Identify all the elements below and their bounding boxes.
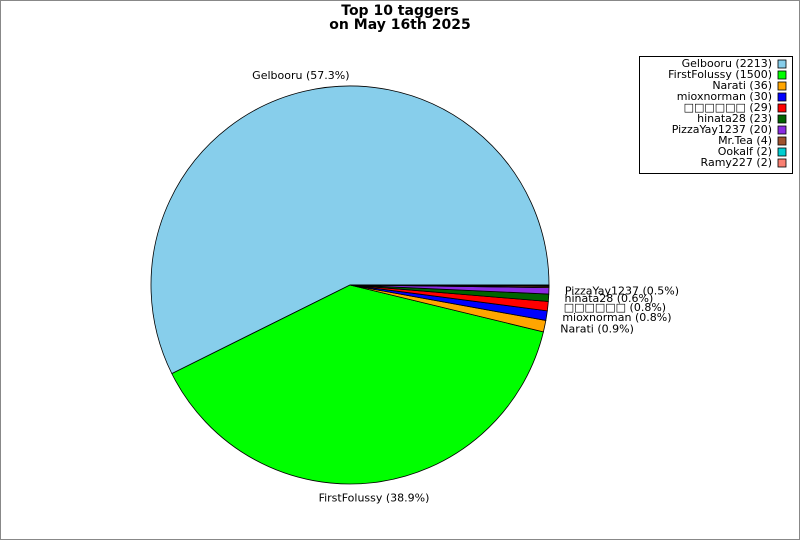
legend-label: hinata28 (23) <box>697 112 772 125</box>
legend-label: Gelbooru (2213) <box>682 57 772 70</box>
legend-swatch <box>777 114 787 124</box>
legend-swatch <box>777 136 787 146</box>
legend-label: Mr.Tea (4) <box>718 134 772 147</box>
legend-label: Ookalf (2) <box>718 145 772 158</box>
legend-swatch <box>777 147 787 157</box>
legend-label: Ramy227 (2) <box>701 156 772 169</box>
chart-title: Top 10 taggers <box>341 3 458 19</box>
pie-slice <box>349 284 550 287</box>
pie-slice <box>171 284 544 485</box>
slice-label: Narati (0.9%) <box>560 322 634 335</box>
legend-label: PizzaYay1237 (20) <box>672 123 772 136</box>
slice-label: hinata28 (0.6%) <box>564 292 653 305</box>
legend-label: mioxnorman (30) <box>677 90 772 103</box>
legend-label: FirstFolussy (1500) <box>668 68 772 81</box>
legend-swatch <box>777 59 787 69</box>
slice-label: mioxnorman (0.8%) <box>562 311 671 324</box>
slice-label: □□□□□□ (0.8%) <box>564 301 666 314</box>
slice-label: PizzaYay1237 (0.5%) <box>565 284 679 297</box>
legend-swatch <box>777 81 787 91</box>
legend-label: Narati (36) <box>712 79 772 92</box>
slice-label: Gelbooru (57.3%) <box>252 69 349 82</box>
legend-swatch <box>777 70 787 80</box>
legend-label: □□□□□□ (29) <box>684 101 772 114</box>
slice-label: FirstFolussy (38.9%) <box>319 492 430 505</box>
legend-box <box>639 56 793 174</box>
legend-swatch <box>777 103 787 113</box>
legend-swatch <box>777 125 787 135</box>
pie-slice <box>150 85 550 375</box>
chart-subtitle: on May 16th 2025 <box>329 17 470 33</box>
legend-swatch <box>777 92 787 102</box>
legend-swatch <box>777 158 787 168</box>
